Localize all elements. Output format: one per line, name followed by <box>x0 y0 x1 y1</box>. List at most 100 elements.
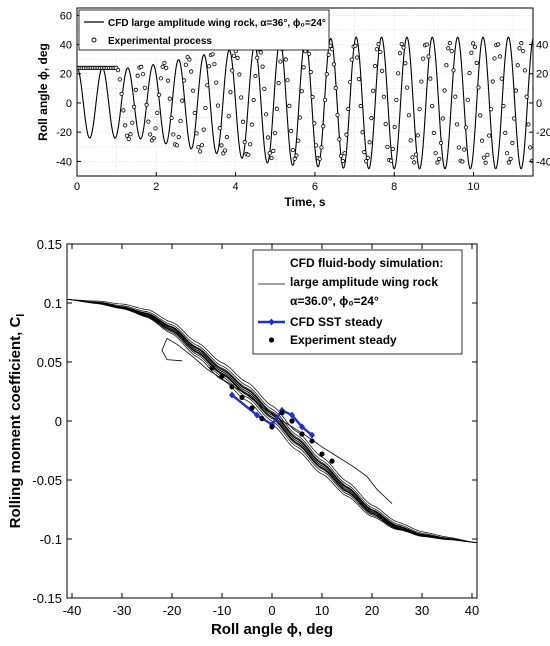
legend-box <box>78 9 330 51</box>
experimental-point <box>519 41 524 46</box>
experiment-steady-markers <box>209 365 335 464</box>
experimental-point <box>333 85 338 91</box>
legend-cfd-line1: CFD fluid-body simulation: <box>290 256 443 270</box>
experiment-steady-point <box>309 438 315 444</box>
experimental-point <box>467 70 472 76</box>
experimental-point <box>399 41 404 47</box>
experimental-point <box>151 136 156 141</box>
experiment-steady-point <box>299 431 305 437</box>
experimental-point <box>269 155 274 161</box>
experimental-point <box>219 143 224 148</box>
experimental-point <box>358 103 363 109</box>
experimental-point <box>283 57 288 62</box>
plot-frame <box>76 7 534 177</box>
legend-cfd-line3: α=36.0°, ϕ₀=24° <box>290 294 379 308</box>
experimental-point <box>406 113 411 118</box>
legend-exp-label: Experimental process <box>108 36 212 47</box>
experimental-point <box>314 143 319 148</box>
experimental-point <box>471 41 476 46</box>
experimental-point <box>342 151 347 156</box>
legend-exp-marker <box>268 337 275 343</box>
experimental-point <box>214 80 219 85</box>
experimental-point <box>451 68 456 73</box>
experimental-point <box>231 53 237 58</box>
legend-cfd-line2: large amplitude wing rock <box>290 275 438 289</box>
experimental-point <box>115 68 121 73</box>
experimental-point <box>247 142 253 147</box>
x-tick-label: 10 <box>315 603 329 618</box>
experiment-steady-point <box>269 424 275 430</box>
cfd-sst-steady-point <box>309 431 315 439</box>
experimental-point <box>201 127 206 132</box>
experimental-point <box>123 123 128 128</box>
experimental-point <box>251 98 256 103</box>
experimental-point <box>492 56 497 61</box>
initial-transient-line <box>161 337 393 504</box>
legend-exp-label: Experiment steady <box>290 333 397 347</box>
experimental-point <box>140 72 146 77</box>
experimental-point <box>447 41 453 46</box>
experimental-point <box>478 113 483 118</box>
wing-rock-loop <box>69 299 475 543</box>
experimental-point <box>501 103 506 109</box>
wing-rock-extreme <box>67 299 477 543</box>
experimental-point <box>374 47 379 52</box>
experimental-point <box>338 153 344 158</box>
x-tick-labels: -40 -30 -20 -10 0 10 20 30 40 <box>63 244 479 618</box>
experimental-point <box>226 114 231 119</box>
experiment-steady-point <box>289 418 295 424</box>
wing-rock-extreme <box>67 299 477 543</box>
experimental-point <box>453 94 458 99</box>
legend: CFD large amplitude wing rock, α=36°, ϕ₀… <box>78 9 330 51</box>
experimental-point <box>412 160 417 165</box>
experimental-point <box>324 72 329 77</box>
y-tick-label: 0.1 <box>44 296 62 311</box>
experimental-point <box>148 132 153 137</box>
legend-exp-swatch <box>91 37 97 43</box>
x-tick-label: 40 <box>465 603 479 618</box>
x-tick-label: 10 <box>467 181 479 193</box>
experimental-point <box>394 97 399 102</box>
experimental-point <box>403 61 408 66</box>
wing-rock-loop <box>76 300 468 542</box>
y-axis-label: Rolling moment coefficient, Cl <box>7 314 27 529</box>
experimental-point <box>490 79 495 84</box>
experimental-point <box>133 87 138 92</box>
experimental-point <box>522 68 527 73</box>
experimental-point <box>326 52 331 57</box>
experimental-point <box>378 49 383 55</box>
experimental-point <box>174 143 180 148</box>
experimental-point <box>221 151 226 156</box>
y-tick-label: -0.05 <box>32 473 62 488</box>
experimental-point <box>299 89 304 94</box>
experimental-point <box>190 88 196 93</box>
experiment-steady-point <box>209 365 215 371</box>
experimental-point <box>508 156 513 161</box>
y-tick-label: 0.05 <box>37 355 62 370</box>
experimental-point <box>249 122 254 127</box>
experimental-point <box>158 76 163 81</box>
y-tick-label: -40 <box>56 156 72 168</box>
experimental-point <box>267 151 272 156</box>
experimental-point <box>180 98 185 103</box>
experimental-point <box>155 110 160 115</box>
experimental-point <box>440 116 445 121</box>
y-axis-label: Roll angle ϕ, deg <box>36 43 50 141</box>
right-y-tick-label: -20 <box>536 127 550 139</box>
experimental-point <box>415 133 420 138</box>
experimental-point <box>296 138 301 143</box>
right-y-tick-label: -40 <box>536 156 550 168</box>
experimental-point <box>446 46 451 51</box>
experimental-point <box>230 68 235 73</box>
experimental-point <box>131 104 137 109</box>
experimental-point <box>183 62 188 67</box>
experimental-point <box>321 124 326 129</box>
x-tick-label: 0 <box>74 181 80 193</box>
experimental-point <box>512 116 517 121</box>
experimental-point <box>335 112 340 118</box>
experimental-point <box>463 125 469 130</box>
x-tick-label: 30 <box>415 603 429 618</box>
experimental-point <box>297 115 303 120</box>
experimental-point <box>383 122 388 127</box>
